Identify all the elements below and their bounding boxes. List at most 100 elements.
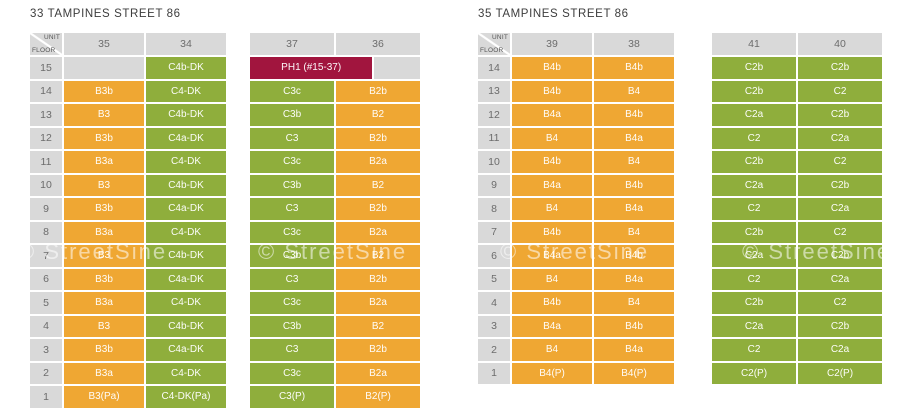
unit-cell-37-1[interactable]: C3(P) (250, 386, 334, 408)
unit-cell-39-14[interactable]: B4b (512, 57, 592, 79)
unit-cell-36-12[interactable]: B2b (336, 127, 420, 149)
unit-cell-38-13[interactable]: B4 (594, 80, 674, 102)
unit-cell-38-8[interactable]: B4a (594, 198, 674, 220)
unit-cell-35-7[interactable]: B3 (64, 245, 144, 267)
unit-cell-35-14[interactable]: B3b (64, 80, 144, 102)
unit-cell-37-6[interactable]: C3 (250, 268, 334, 290)
unit-cell-36-11[interactable]: B2a (336, 151, 420, 173)
unit-cell-34-3[interactable]: C4a-DK (146, 339, 226, 361)
unit-cell-39-8[interactable]: B4 (512, 198, 592, 220)
unit-cell-39-4[interactable]: B4b (512, 292, 592, 314)
unit-cell-40-7[interactable]: C2 (798, 221, 882, 243)
unit-cell-34-2[interactable]: C4-DK (146, 362, 226, 384)
unit-cell-41-10[interactable]: C2b (712, 151, 796, 173)
unit-cell-35-1[interactable]: B3(Pa) (64, 386, 144, 408)
unit-cell-39-9[interactable]: B4a (512, 174, 592, 196)
unit-cell-41-4[interactable]: C2b (712, 292, 796, 314)
unit-cell-36-7[interactable]: B2 (336, 245, 420, 267)
unit-cell-35-13[interactable]: B3 (64, 104, 144, 126)
unit-cell-36-9[interactable]: B2b (336, 198, 420, 220)
unit-cell-34-9[interactable]: C4a-DK (146, 198, 226, 220)
unit-cell-38-3[interactable]: B4b (594, 315, 674, 337)
unit-cell-41-13[interactable]: C2b (712, 80, 796, 102)
unit-cell-40-12[interactable]: C2b (798, 104, 882, 126)
unit-cell-34-4[interactable]: C4b-DK (146, 315, 226, 337)
unit-cell-41-3[interactable]: C2a (712, 315, 796, 337)
unit-cell-37-2[interactable]: C3c (250, 362, 334, 384)
unit-cell-39-6[interactable]: B4a (512, 245, 592, 267)
unit-cell-39-1[interactable]: B4(P) (512, 362, 592, 384)
unit-cell-35-12[interactable]: B3b (64, 127, 144, 149)
unit-cell-37-9[interactable]: C3 (250, 198, 334, 220)
unit-cell-36-2[interactable]: B2a (336, 362, 420, 384)
unit-cell-36-8[interactable]: B2a (336, 221, 420, 243)
unit-cell-36-10[interactable]: B2 (336, 174, 420, 196)
unit-cell-37-3[interactable]: C3 (250, 339, 334, 361)
unit-cell-38-12[interactable]: B4b (594, 104, 674, 126)
unit-cell-39-10[interactable]: B4b (512, 151, 592, 173)
unit-cell-36-14[interactable]: B2b (336, 80, 420, 102)
unit-cell-39-2[interactable]: B4 (512, 339, 592, 361)
unit-cell-40-6[interactable]: C2b (798, 245, 882, 267)
unit-cell-41-2[interactable]: C2 (712, 339, 796, 361)
unit-cell-38-7[interactable]: B4 (594, 221, 674, 243)
unit-cell-39-11[interactable]: B4 (512, 127, 592, 149)
unit-cell-39-12[interactable]: B4a (512, 104, 592, 126)
unit-cell-34-13[interactable]: C4b-DK (146, 104, 226, 126)
unit-cell-37-8[interactable]: C3c (250, 221, 334, 243)
unit-cell-40-2[interactable]: C2a (798, 339, 882, 361)
unit-cell-40-11[interactable]: C2a (798, 127, 882, 149)
unit-cell-38-11[interactable]: B4a (594, 127, 674, 149)
unit-cell-34-15[interactable]: C4b-DK (146, 57, 226, 79)
unit-cell-38-9[interactable]: B4b (594, 174, 674, 196)
unit-cell-41-1[interactable]: C2(P) (712, 362, 796, 384)
unit-cell-40-4[interactable]: C2 (798, 292, 882, 314)
unit-cell-36-13[interactable]: B2 (336, 104, 420, 126)
unit-cell-41-14[interactable]: C2b (712, 57, 796, 79)
unit-cell-37-10[interactable]: C3b (250, 174, 334, 196)
unit-cell-41-11[interactable]: C2 (712, 127, 796, 149)
unit-cell-37-14[interactable]: C3c (250, 80, 334, 102)
unit-cell-36-6[interactable]: B2b (336, 268, 420, 290)
unit-cell-37-5[interactable]: C3c (250, 292, 334, 314)
unit-cell-35-11[interactable]: B3a (64, 151, 144, 173)
unit-cell-41-5[interactable]: C2 (712, 268, 796, 290)
unit-cell-36-5[interactable]: B2a (336, 292, 420, 314)
unit-cell-36-3[interactable]: B2b (336, 339, 420, 361)
unit-cell-40-3[interactable]: C2b (798, 315, 882, 337)
unit-cell-36-1[interactable]: B2(P) (336, 386, 420, 408)
unit-cell-38-6[interactable]: B4b (594, 245, 674, 267)
unit-cell-34-1[interactable]: C4-DK(Pa) (146, 386, 226, 408)
unit-cell-41-9[interactable]: C2a (712, 174, 796, 196)
unit-cell-39-13[interactable]: B4b (512, 80, 592, 102)
unit-cell-35-4[interactable]: B3 (64, 315, 144, 337)
unit-cell-34-8[interactable]: C4-DK (146, 221, 226, 243)
unit-cell-35-6[interactable]: B3b (64, 268, 144, 290)
unit-cell-37-12[interactable]: C3 (250, 127, 334, 149)
unit-cell-35-10[interactable]: B3 (64, 174, 144, 196)
unit-cell-40-1[interactable]: C2(P) (798, 362, 882, 384)
unit-cell-38-2[interactable]: B4a (594, 339, 674, 361)
unit-cell-34-10[interactable]: C4b-DK (146, 174, 226, 196)
unit-cell-35-9[interactable]: B3b (64, 198, 144, 220)
unit-cell-35-3[interactable]: B3b (64, 339, 144, 361)
unit-cell-34-5[interactable]: C4-DK (146, 292, 226, 314)
unit-cell-34-12[interactable]: C4a-DK (146, 127, 226, 149)
unit-cell-38-1[interactable]: B4(P) (594, 362, 674, 384)
unit-cell-40-9[interactable]: C2b (798, 174, 882, 196)
unit-cell-34-14[interactable]: C4-DK (146, 80, 226, 102)
unit-cell-37-11[interactable]: C3c (250, 151, 334, 173)
unit-cell-41-6[interactable]: C2a (712, 245, 796, 267)
unit-cell-37-13[interactable]: C3b (250, 104, 334, 126)
unit-cell-40-14[interactable]: C2b (798, 57, 882, 79)
unit-cell-40-13[interactable]: C2 (798, 80, 882, 102)
unit-cell-38-10[interactable]: B4 (594, 151, 674, 173)
unit-cell-34-7[interactable]: C4b-DK (146, 245, 226, 267)
unit-cell-35-5[interactable]: B3a (64, 292, 144, 314)
unit-cell-40-8[interactable]: C2a (798, 198, 882, 220)
unit-cell-39-7[interactable]: B4b (512, 221, 592, 243)
unit-cell-35-8[interactable]: B3a (64, 221, 144, 243)
unit-cell-37-7[interactable]: C3b (250, 245, 334, 267)
unit-cell-38-4[interactable]: B4 (594, 292, 674, 314)
unit-cell-40-10[interactable]: C2 (798, 151, 882, 173)
